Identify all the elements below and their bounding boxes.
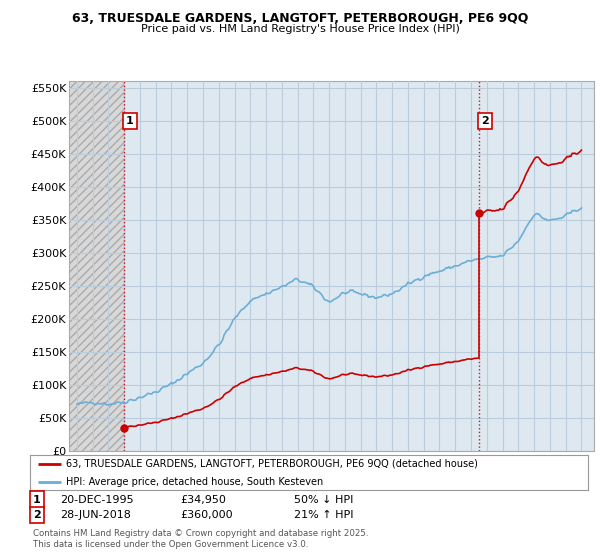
Text: 1: 1: [33, 494, 41, 505]
Text: 2: 2: [33, 510, 41, 520]
Text: £34,950: £34,950: [180, 494, 226, 505]
Text: HPI: Average price, detached house, South Kesteven: HPI: Average price, detached house, Sout…: [66, 477, 323, 487]
Text: 63, TRUESDALE GARDENS, LANGTOFT, PETERBOROUGH, PE6 9QQ: 63, TRUESDALE GARDENS, LANGTOFT, PETERBO…: [72, 12, 528, 25]
Text: Contains HM Land Registry data © Crown copyright and database right 2025.
This d: Contains HM Land Registry data © Crown c…: [33, 529, 368, 549]
Text: Price paid vs. HM Land Registry's House Price Index (HPI): Price paid vs. HM Land Registry's House …: [140, 24, 460, 34]
Text: 50% ↓ HPI: 50% ↓ HPI: [294, 494, 353, 505]
Text: 20-DEC-1995: 20-DEC-1995: [60, 494, 134, 505]
Text: £360,000: £360,000: [180, 510, 233, 520]
Text: 1: 1: [126, 116, 134, 126]
Text: 63, TRUESDALE GARDENS, LANGTOFT, PETERBOROUGH, PE6 9QQ (detached house): 63, TRUESDALE GARDENS, LANGTOFT, PETERBO…: [66, 459, 478, 469]
Text: 28-JUN-2018: 28-JUN-2018: [60, 510, 131, 520]
Text: 21% ↑ HPI: 21% ↑ HPI: [294, 510, 353, 520]
Bar: [69, 81, 124, 451]
Text: 2: 2: [481, 116, 489, 126]
